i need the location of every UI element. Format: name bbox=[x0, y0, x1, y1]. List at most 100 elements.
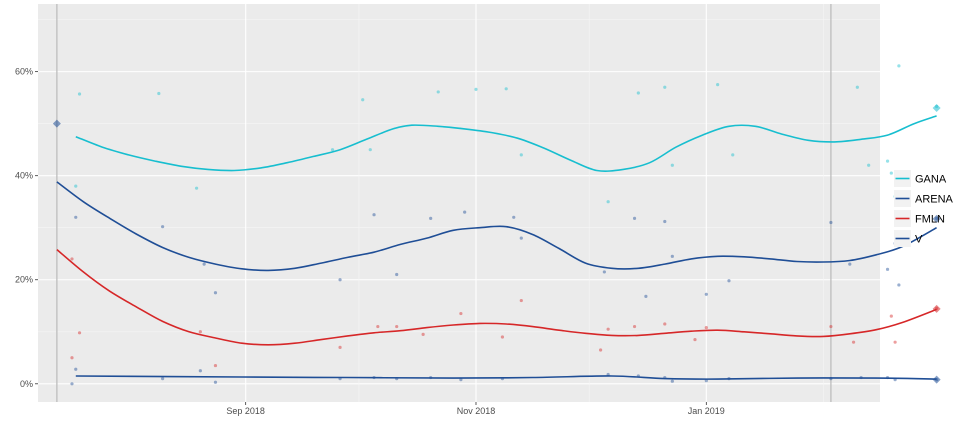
poll-point bbox=[606, 200, 610, 204]
y-tick-label: 40% bbox=[15, 171, 33, 181]
poll-point bbox=[731, 153, 735, 157]
poll-point bbox=[636, 91, 640, 95]
y-tick-label: 0% bbox=[20, 379, 33, 389]
election-results bbox=[52, 104, 941, 384]
poll-point bbox=[338, 278, 342, 282]
poll-point bbox=[829, 220, 833, 225]
poll-point bbox=[602, 270, 606, 274]
poll-point bbox=[157, 91, 161, 96]
poll-point bbox=[598, 348, 603, 352]
poll-point bbox=[519, 153, 523, 157]
poll-point bbox=[500, 335, 505, 339]
poll-point bbox=[161, 376, 165, 381]
y-axis: 0% 20% 40% 60% bbox=[15, 67, 38, 389]
poll-point bbox=[663, 219, 667, 224]
poll-point bbox=[632, 324, 637, 329]
poll-point bbox=[512, 215, 516, 219]
poll-point bbox=[70, 382, 74, 386]
poll-point bbox=[632, 216, 637, 220]
legend: GANA ARENA FMLN V bbox=[894, 170, 954, 247]
poll-points bbox=[70, 64, 939, 386]
poll-point bbox=[519, 298, 523, 303]
poll-point bbox=[372, 213, 376, 217]
poll-point bbox=[474, 87, 478, 91]
election-result-marker bbox=[932, 214, 941, 223]
poll-point bbox=[213, 363, 218, 368]
election-result-marker bbox=[932, 104, 941, 113]
poll-point bbox=[376, 324, 380, 329]
poll-point bbox=[885, 159, 890, 163]
poll-point bbox=[670, 163, 674, 167]
poll-point bbox=[459, 311, 463, 316]
poll-point bbox=[70, 356, 74, 360]
poll-point bbox=[395, 324, 399, 329]
poll-point bbox=[198, 369, 202, 373]
trend-line-fmln bbox=[56, 248, 937, 346]
election-result-marker bbox=[932, 375, 941, 384]
y-tick-label: 20% bbox=[15, 275, 33, 285]
legend-label-gana: GANA bbox=[915, 174, 947, 186]
poll-point bbox=[463, 210, 467, 214]
poll-point bbox=[213, 380, 218, 384]
poll-point bbox=[848, 262, 852, 266]
poll-point bbox=[368, 148, 372, 152]
poll-point bbox=[74, 184, 78, 188]
poll-point bbox=[330, 148, 335, 152]
poll-point bbox=[851, 340, 856, 344]
poll-point bbox=[670, 379, 674, 383]
poll-point bbox=[889, 171, 893, 175]
grid-lines bbox=[38, 4, 880, 402]
poll-point bbox=[663, 322, 667, 326]
trend-lines bbox=[56, 115, 937, 380]
trend-line-arena bbox=[56, 181, 937, 272]
election-result-marker bbox=[932, 304, 941, 313]
x-axis: Sep 2018 Nov 2018 Jan 2019 bbox=[226, 402, 725, 416]
poll-point bbox=[727, 279, 731, 283]
poll-point bbox=[867, 163, 871, 167]
poll-point bbox=[644, 294, 648, 298]
poll-point bbox=[395, 272, 399, 277]
election-result-marker bbox=[52, 119, 61, 128]
poll-point bbox=[519, 236, 523, 240]
poll-point bbox=[421, 332, 425, 336]
poll-point bbox=[213, 291, 218, 295]
poll-point bbox=[829, 324, 833, 329]
poll-point bbox=[704, 326, 708, 330]
poll-point bbox=[361, 98, 365, 102]
poll-point bbox=[704, 292, 708, 296]
poll-point bbox=[70, 257, 74, 261]
legend-label-arena: ARENA bbox=[915, 194, 954, 206]
poll-point bbox=[606, 327, 610, 331]
poll-point bbox=[77, 92, 82, 96]
poll-point bbox=[202, 262, 206, 266]
poll-point bbox=[74, 215, 78, 219]
poll-point bbox=[889, 314, 893, 318]
poll-point bbox=[194, 186, 199, 190]
poll-point bbox=[716, 83, 720, 87]
poll-point bbox=[198, 330, 202, 334]
poll-point bbox=[885, 267, 890, 271]
poll-point bbox=[897, 283, 901, 287]
poll-point bbox=[855, 85, 859, 89]
poll-point bbox=[74, 367, 78, 371]
poll-point bbox=[161, 225, 165, 229]
poll-point bbox=[897, 64, 901, 68]
poll-point bbox=[429, 216, 433, 220]
x-tick-label: Nov 2018 bbox=[457, 406, 496, 416]
trend-line-gana bbox=[75, 115, 937, 172]
poll-point bbox=[693, 337, 697, 342]
poll-point bbox=[436, 90, 440, 94]
poll-point bbox=[670, 254, 674, 258]
legend-label-v: V bbox=[915, 234, 923, 246]
plot-panel bbox=[38, 4, 880, 402]
trend-line-v bbox=[75, 375, 937, 380]
poll-point bbox=[893, 340, 897, 344]
x-tick-label: Sep 2018 bbox=[226, 406, 265, 416]
x-tick-label: Jan 2019 bbox=[688, 406, 725, 416]
poll-point bbox=[338, 345, 342, 349]
y-tick-label: 60% bbox=[15, 67, 33, 77]
poll-point bbox=[663, 85, 667, 89]
poll-point bbox=[77, 331, 82, 335]
legend-label-fmln: FMLN bbox=[915, 214, 945, 226]
